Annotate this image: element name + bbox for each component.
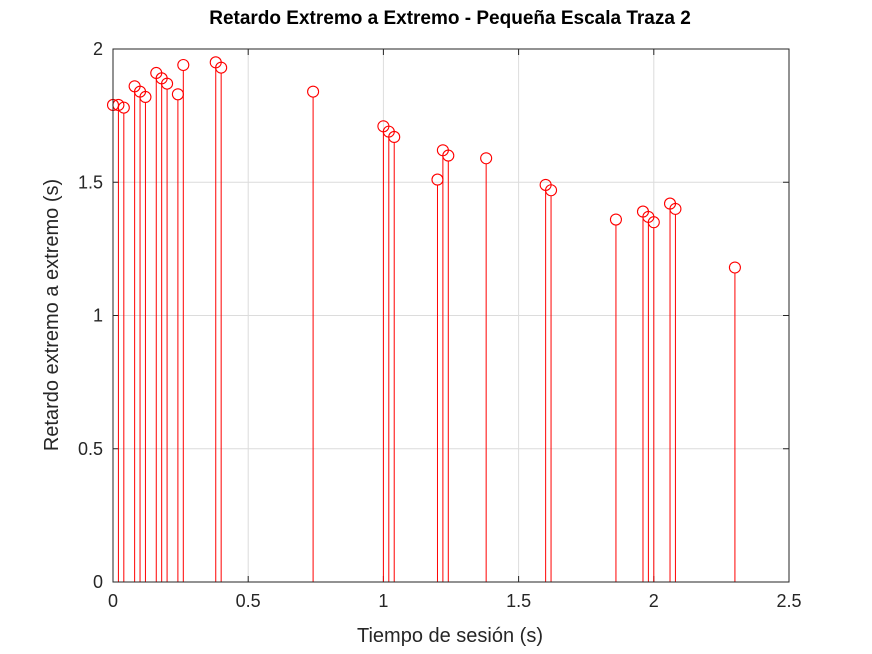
stem-marker bbox=[669, 202, 682, 215]
stem-point bbox=[377, 120, 390, 582]
x-tick-labels: 0 0.5 1 1.5 2 2.5 bbox=[108, 591, 802, 611]
stem-point bbox=[177, 58, 190, 582]
x-tick-label: 1 bbox=[378, 591, 388, 611]
stem-point bbox=[150, 66, 163, 582]
y-axis-label: Retardo extremo a extremo (s) bbox=[41, 179, 63, 451]
stem-point bbox=[442, 149, 455, 582]
stem-point bbox=[128, 80, 141, 582]
stem-point bbox=[139, 90, 152, 582]
stem-point bbox=[647, 216, 660, 582]
x-tick-label: 0.5 bbox=[236, 591, 261, 611]
stem-marker bbox=[215, 61, 228, 74]
x-tick-label: 2 bbox=[649, 591, 659, 611]
stem-point bbox=[480, 152, 493, 582]
y-tick-label: 0.5 bbox=[78, 439, 103, 459]
y-tick-label: 2 bbox=[93, 39, 103, 59]
stem-point bbox=[539, 178, 552, 582]
data-stems bbox=[106, 56, 741, 582]
stem-marker bbox=[431, 173, 444, 186]
stem-point bbox=[133, 85, 147, 582]
stem-point bbox=[112, 98, 125, 582]
stem-marker bbox=[388, 130, 401, 143]
stem-marker bbox=[480, 152, 493, 165]
stem-point bbox=[209, 56, 222, 582]
y-tick-label: 0 bbox=[93, 572, 103, 592]
stem-point bbox=[117, 101, 130, 582]
stem-marker bbox=[647, 216, 660, 229]
stem-point bbox=[215, 61, 228, 582]
stem-marker bbox=[442, 149, 455, 162]
stem-marker bbox=[728, 261, 741, 274]
stem-point bbox=[636, 205, 650, 582]
stem-point bbox=[728, 261, 741, 582]
stem-point bbox=[669, 202, 682, 582]
stem-marker bbox=[117, 101, 130, 114]
stem-point bbox=[544, 184, 558, 582]
stem-point bbox=[307, 85, 320, 582]
x-tick-label: 1.5 bbox=[506, 591, 531, 611]
stem-marker bbox=[177, 58, 190, 72]
stem-marker bbox=[161, 77, 174, 90]
stem-point bbox=[161, 77, 174, 582]
stem-point bbox=[155, 72, 168, 582]
stem-point bbox=[436, 144, 449, 582]
stem-point bbox=[388, 130, 401, 582]
x-axis-label: Tiempo de sesión (s) bbox=[357, 625, 543, 647]
grid-lines bbox=[112, 48, 790, 583]
x-tick-label: 0 bbox=[108, 591, 118, 611]
stem-point bbox=[382, 125, 395, 582]
stem-point bbox=[171, 88, 184, 582]
stem-marker bbox=[307, 85, 320, 98]
stem-point bbox=[663, 197, 677, 582]
y-tick-labels: 0 0.5 1 1.5 2 bbox=[78, 39, 103, 592]
plot-frame bbox=[112, 48, 790, 583]
chart-title: Retardo Extremo a Extremo - Pequeña Esca… bbox=[209, 8, 691, 29]
stem-marker bbox=[171, 88, 184, 101]
stem-marker bbox=[544, 184, 558, 197]
y-tick-label: 1.5 bbox=[78, 172, 103, 192]
stem-point bbox=[609, 213, 622, 582]
y-tick-label: 1 bbox=[93, 306, 103, 326]
stem-point bbox=[431, 173, 444, 582]
x-tick-label: 2.5 bbox=[776, 591, 801, 611]
stem-point bbox=[642, 210, 655, 582]
stem-marker bbox=[139, 90, 152, 104]
stem-marker bbox=[609, 213, 622, 226]
